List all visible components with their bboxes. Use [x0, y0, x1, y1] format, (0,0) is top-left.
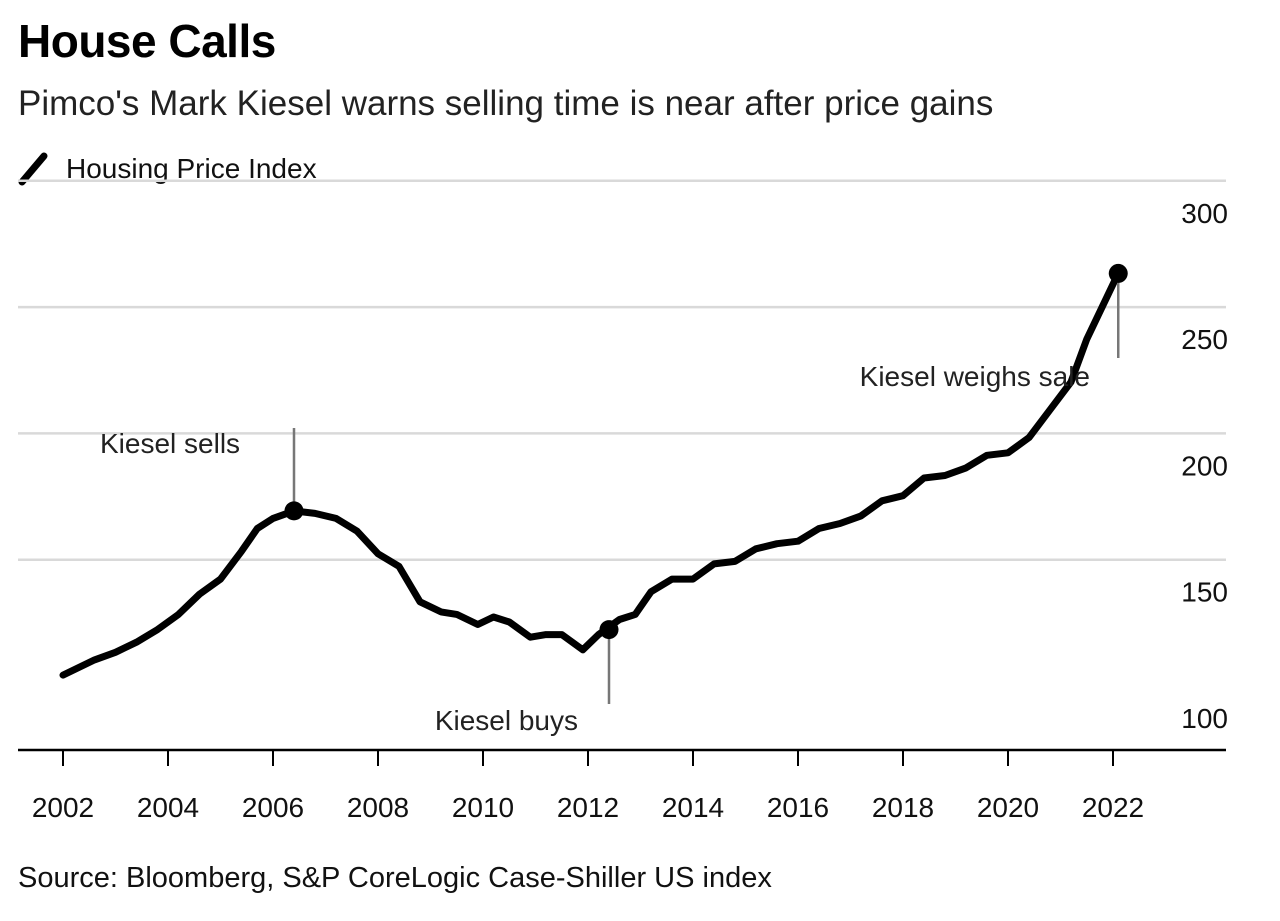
annotation-label-2: Kiesel weighs sale: [860, 361, 1090, 392]
x-tick-label-2010: 2010: [452, 792, 514, 823]
x-tick-label-2018: 2018: [872, 792, 934, 823]
legend: Housing Price Index: [18, 152, 317, 186]
legend-label: Housing Price Index: [66, 153, 317, 184]
x-tick-label-2006: 2006: [242, 792, 304, 823]
y-tick-label-150: 150: [1181, 577, 1228, 608]
legend-line-swatch: [18, 152, 48, 186]
y-tick-label-200: 200: [1181, 450, 1228, 481]
y-tick-label-100: 100: [1181, 703, 1228, 734]
annotation-marker-1: [599, 620, 619, 640]
series-line-0: [59, 269, 1122, 679]
source-note: Source: Bloomberg, S&P CoreLogic Case-Sh…: [18, 862, 772, 894]
x-tick-label-2004: 2004: [137, 792, 199, 823]
annotation-marker-0: [284, 501, 304, 521]
x-tick-label-2002: 2002: [32, 792, 94, 823]
y-tick-label-300: 300: [1181, 198, 1228, 229]
x-tick-label-2008: 2008: [347, 792, 409, 823]
x-tick-label-2020: 2020: [977, 792, 1039, 823]
annotation-marker-2: [1108, 263, 1128, 283]
x-tick-label-2014: 2014: [662, 792, 724, 823]
x-tick-label-2016: 2016: [767, 792, 829, 823]
annotation-label-0: Kiesel sells: [100, 428, 240, 459]
x-tick-label-2022: 2022: [1082, 792, 1144, 823]
x-tick-label-2012: 2012: [557, 792, 619, 823]
chart-title: House Calls: [18, 15, 276, 67]
chart-subtitle: Pimco's Mark Kiesel warns selling time i…: [18, 84, 994, 123]
y-tick-label-250: 250: [1181, 324, 1228, 355]
annotation-label-1: Kiesel buys: [435, 705, 578, 736]
